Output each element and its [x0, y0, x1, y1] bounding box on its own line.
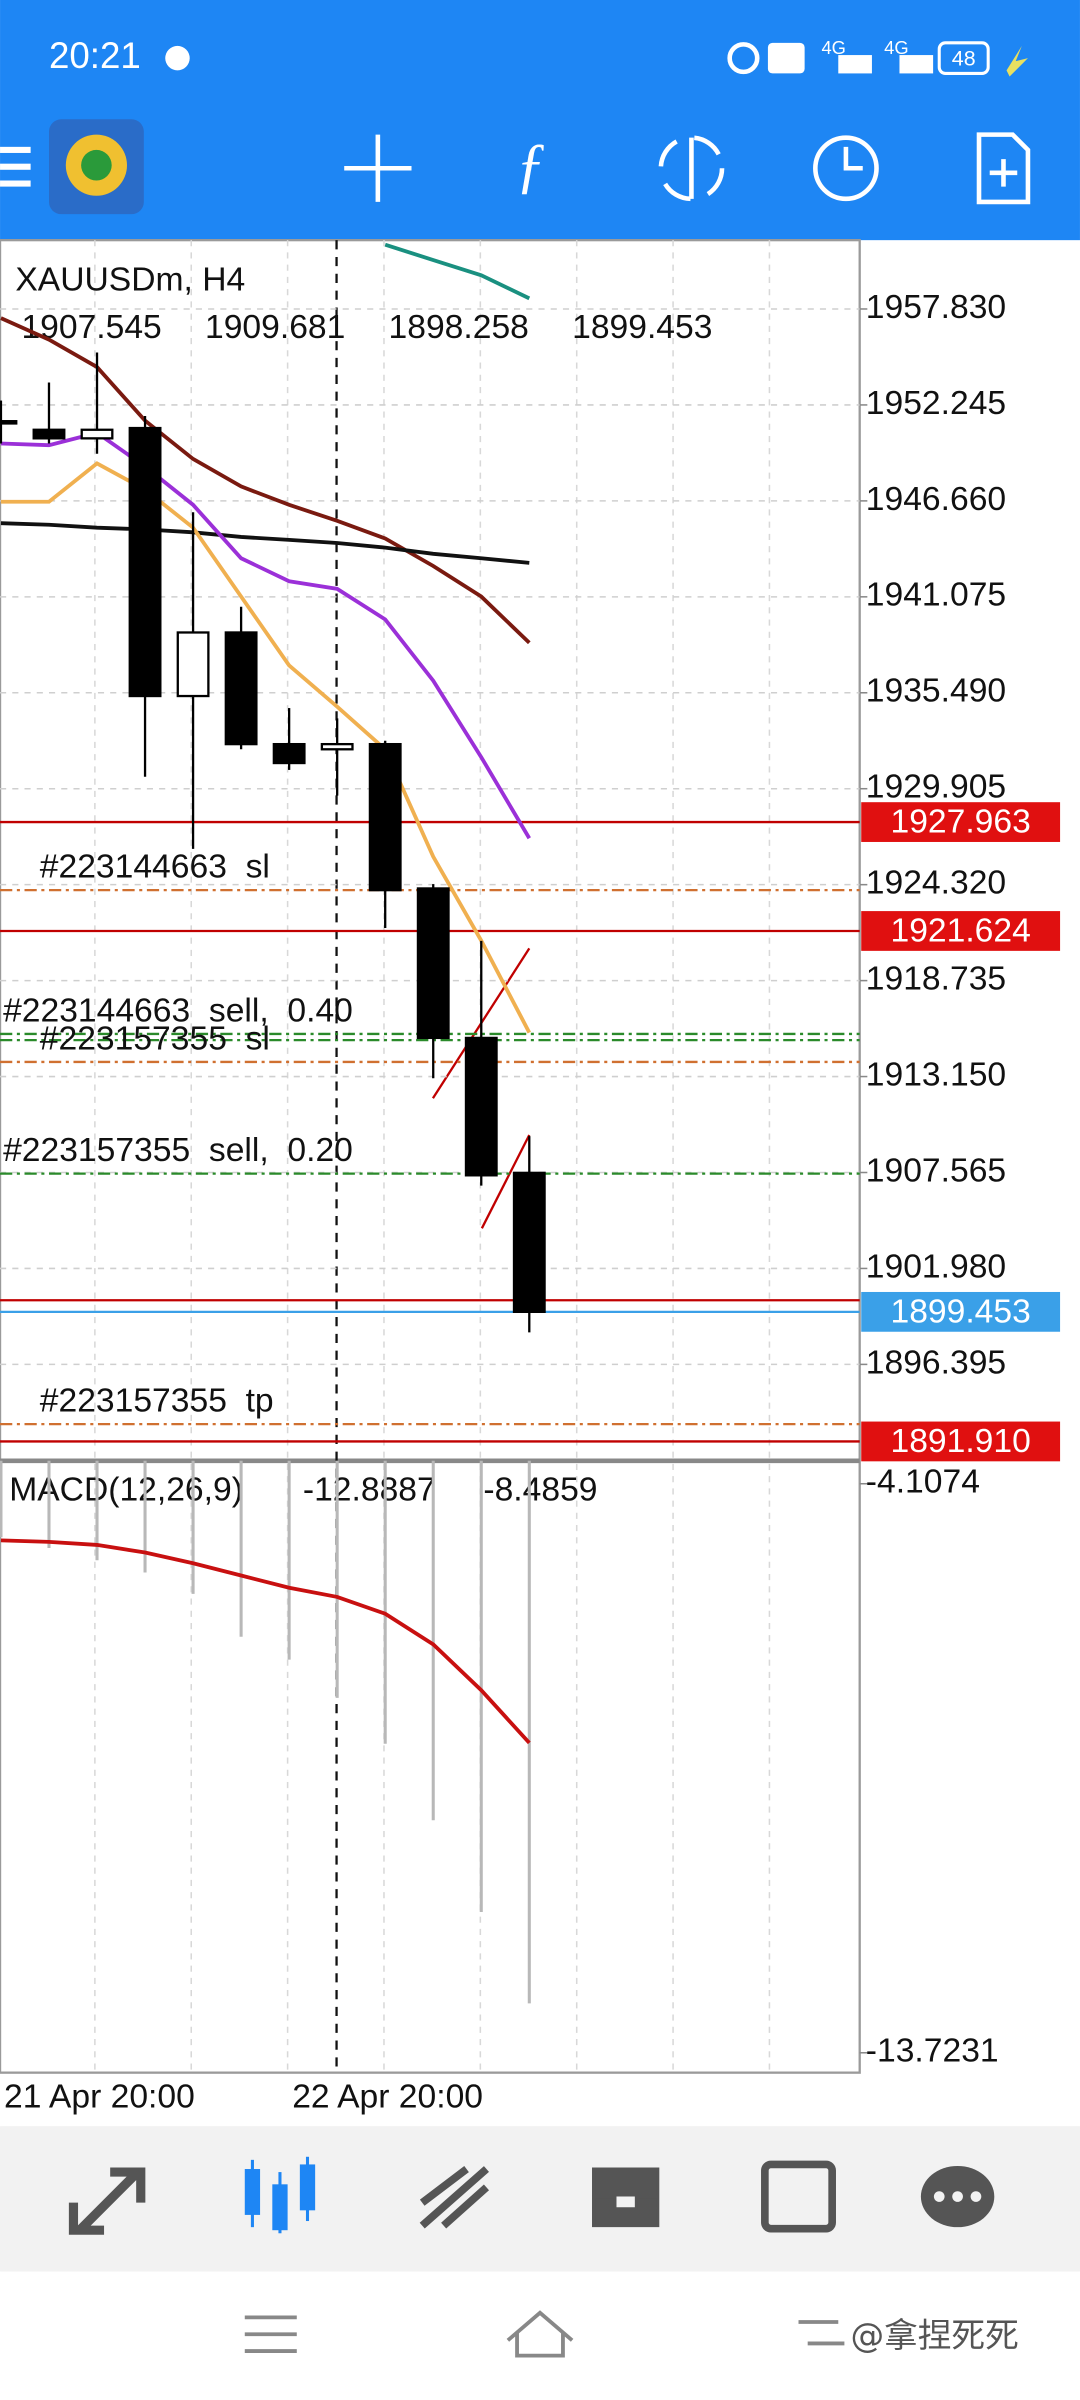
quotes-tab[interactable]	[68, 2167, 146, 2235]
y-tick-label: 1907.565	[866, 1152, 1006, 1189]
signal-bars	[899, 55, 934, 74]
signal-label: 4G	[884, 37, 908, 58]
macd-value: -12.8887	[303, 1471, 436, 1508]
history-tab[interactable]	[592, 2167, 660, 2228]
home-button[interactable]	[506, 2310, 574, 2358]
ohlc-low: 1898.258	[389, 309, 529, 346]
x-tick-label: 22 Apr 20:00	[292, 2079, 483, 2116]
price-tag-label: 1899.453	[890, 1293, 1030, 1330]
indicator-title: MACD(12,26,9)	[9, 1471, 243, 1508]
wechat-icon	[165, 45, 190, 71]
signal-bars	[838, 55, 872, 74]
price-tag	[861, 911, 1061, 951]
y-tick-label: 1946.660	[866, 481, 1006, 518]
ohlc-open: 1907.545	[21, 309, 161, 346]
candle-body	[224, 631, 258, 746]
candle-body	[416, 887, 450, 1040]
recents-button[interactable]	[244, 2315, 297, 2353]
battery	[937, 41, 990, 75]
candle-body	[464, 1036, 498, 1177]
messages-tab[interactable]	[920, 2165, 995, 2228]
candle-body	[80, 428, 114, 440]
watermark: @拿捏死死	[851, 2316, 1019, 2355]
news-tab[interactable]	[761, 2160, 836, 2233]
x-tick-label: 21 Apr 20:00	[4, 2079, 195, 2116]
y-tick-label: 1929.905	[866, 769, 1006, 806]
clock: 20:21	[49, 35, 141, 76]
moving-average	[0, 521, 530, 565]
y-tick-label: 1952.245	[866, 385, 1006, 422]
y-tick-label: 1913.150	[866, 1056, 1006, 1093]
candle-body	[128, 426, 162, 698]
order-label: #223144663 sl	[40, 849, 270, 886]
order-label: #223157355 tp	[40, 1383, 274, 1420]
moving-average	[384, 242, 531, 301]
order-label: #223144663 sell, 0.40	[3, 992, 353, 1029]
price-tag-label: 1927.963	[890, 804, 1030, 841]
alarm-icon	[727, 42, 760, 75]
app-logo[interactable]	[48, 119, 144, 215]
price-tag-label: 1921.624	[890, 912, 1030, 949]
template-button[interactable]	[976, 132, 1031, 205]
candle-body	[176, 631, 210, 698]
trade-tab[interactable]	[419, 2165, 490, 2229]
y-tick-label: -4.1074	[866, 1464, 980, 1501]
bottom-nav	[0, 2126, 1080, 2272]
back-button[interactable]	[798, 2320, 845, 2346]
price-tag-label: 1891.910	[890, 1423, 1030, 1460]
y-tick-label: 1901.980	[866, 1248, 1006, 1285]
chart-tab[interactable]	[244, 2156, 316, 2234]
order-label: #223157355 sell, 0.20	[3, 1132, 353, 1169]
candle-body	[368, 742, 402, 892]
moving-average	[0, 461, 531, 1034]
y-tick-label: 1935.490	[866, 673, 1006, 710]
y-tick-label: 1957.830	[866, 289, 1006, 326]
ohlc-high: 1909.681	[205, 309, 345, 346]
hd-icon	[767, 42, 805, 74]
crosshair-button[interactable]	[344, 134, 412, 202]
period-button[interactable]	[813, 135, 879, 202]
ohlc-close: 1899.453	[572, 309, 712, 346]
trade-arrow	[480, 1134, 531, 1229]
y-tick-label: 1941.075	[866, 577, 1006, 614]
price-tag	[861, 802, 1061, 842]
charging-icon	[1006, 45, 1028, 77]
y-tick-label: 1924.320	[866, 865, 1006, 902]
candle-body	[320, 742, 354, 751]
y-tick-label: 1896.395	[866, 1344, 1006, 1381]
candle-body	[272, 742, 306, 765]
price-tag	[861, 1421, 1061, 1462]
signal-label: 4G	[821, 37, 845, 58]
symbol-title: XAUUSDm, H4	[15, 261, 245, 298]
price-tag	[861, 1291, 1061, 1332]
order-label: #223157355 sl	[40, 1020, 270, 1057]
menu-button[interactable]	[0, 146, 31, 187]
y-tick-label: 1918.735	[866, 961, 1006, 998]
indicators-button[interactable]: ƒ	[516, 131, 547, 199]
signal-line	[0, 1538, 531, 1745]
system-nav	[244, 2310, 845, 2358]
trade-button[interactable]	[658, 135, 725, 202]
moving-average	[0, 316, 531, 645]
header-bg	[0, 0, 1080, 241]
y-tick-label: -13.7231	[866, 2033, 999, 2070]
signal-value: -8.4859	[483, 1471, 597, 1508]
candle-body	[0, 420, 18, 425]
battery-level: 48	[952, 46, 976, 70]
candle-body	[32, 428, 66, 440]
candle-body	[512, 1171, 546, 1314]
